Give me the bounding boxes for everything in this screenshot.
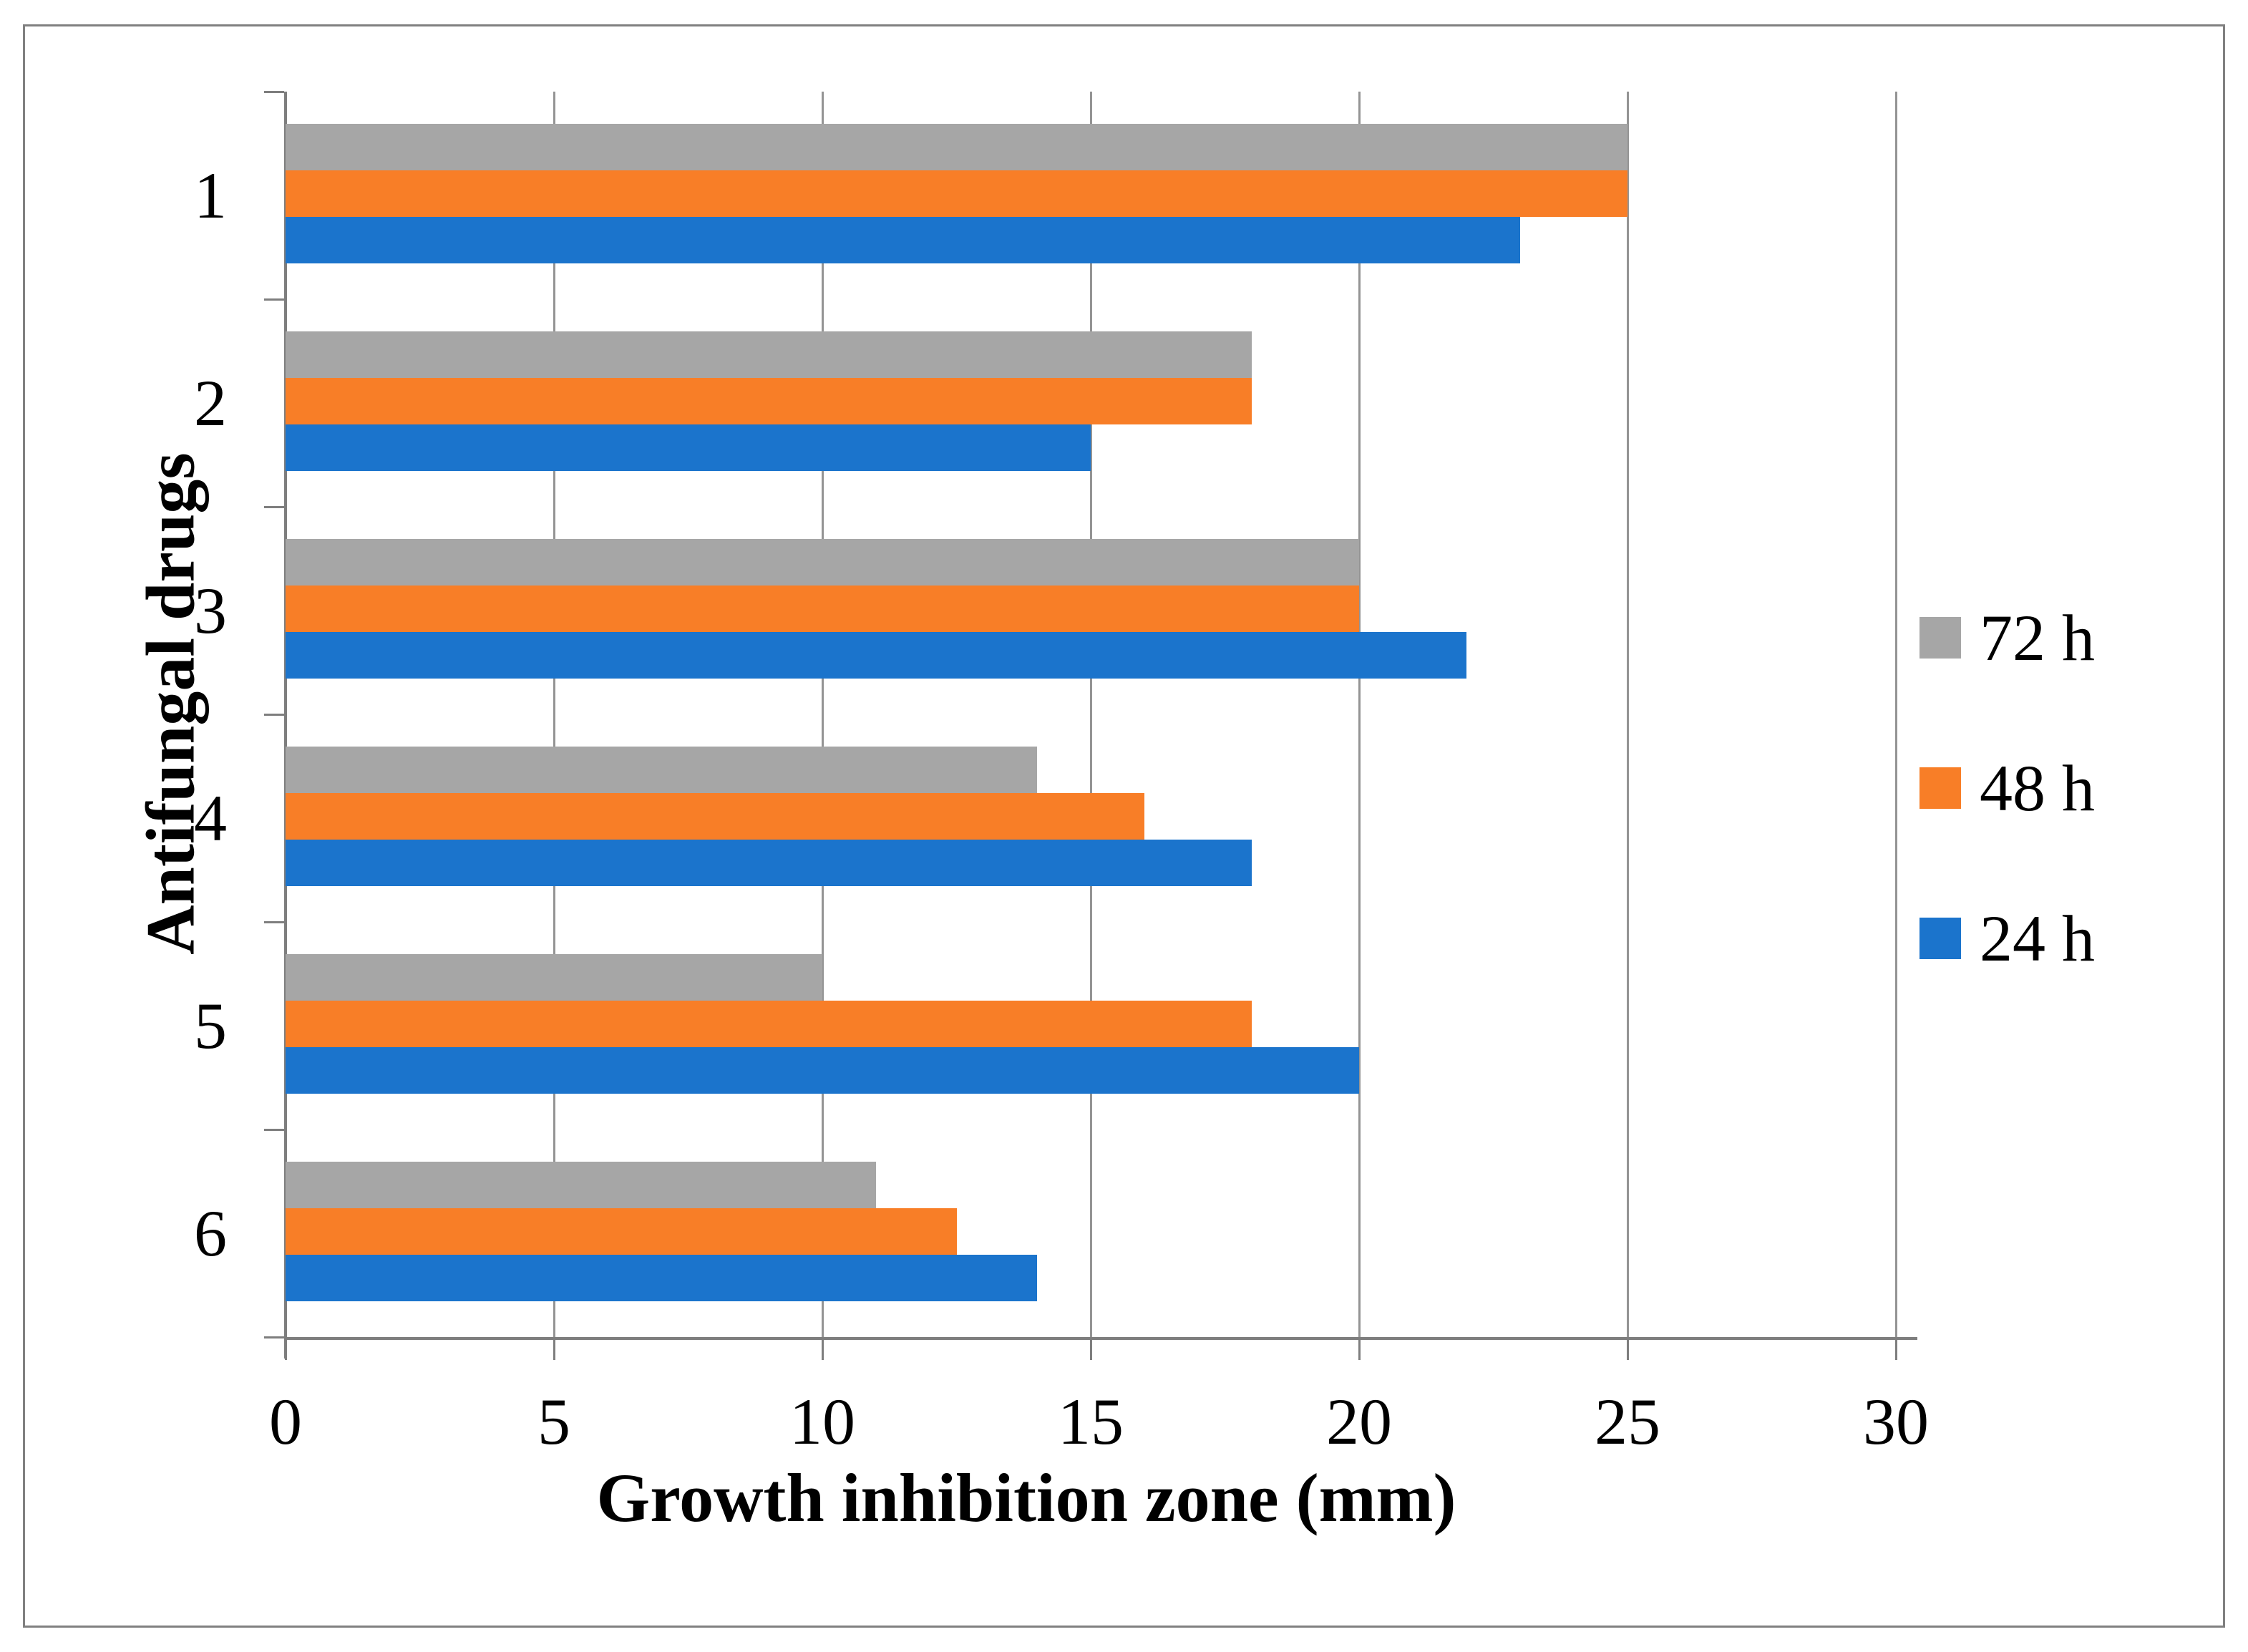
- x-axis-line: [284, 1337, 1917, 1340]
- bar-48h-drug6: [286, 1208, 957, 1255]
- legend-label-48h: 48 h: [1980, 752, 2095, 825]
- y-axis-tick-5: [264, 1129, 284, 1131]
- category-label-2: 2: [194, 366, 227, 439]
- x-axis-tick-0: [285, 1340, 287, 1360]
- x-axis-tick-30: [1895, 1340, 1897, 1360]
- x-tick-label-20: 20: [1326, 1385, 1392, 1458]
- legend-swatch-48h: [1919, 767, 1961, 809]
- gridline-15: [1090, 92, 1092, 1337]
- bar-48h-drug3: [286, 586, 1359, 632]
- legend-swatch-24h: [1919, 918, 1961, 959]
- bar-48h-drug4: [286, 793, 1144, 840]
- x-tick-label-25: 25: [1595, 1385, 1660, 1458]
- category-label-3: 3: [194, 574, 227, 647]
- y-axis-tick-3: [264, 714, 284, 716]
- bar-72h-drug1: [286, 124, 1627, 170]
- bar-24h-drug1: [286, 217, 1520, 263]
- legend: 72 h 48 h 24 h: [1919, 605, 2095, 1068]
- x-axis-tick-10: [822, 1340, 824, 1360]
- x-tick-label-30: 30: [1863, 1385, 1929, 1458]
- bar-24h-drug5: [286, 1047, 1359, 1094]
- gridline-20: [1358, 92, 1361, 1337]
- y-axis-tick-2: [264, 506, 284, 508]
- bar-72h-drug2: [286, 331, 1252, 378]
- plot-area: 1 2 3 4 5 6 0 5 10 15 20 25 30 Growth inhibition zo…: [194, 91, 1929, 1535]
- x-tick-label-5: 5: [537, 1385, 570, 1458]
- bar-48h-drug2: [286, 378, 1252, 424]
- legend-item-48h: 48 h: [1919, 755, 2095, 821]
- legend-item-72h: 72 h: [1919, 605, 2095, 671]
- gridline-30: [1895, 92, 1897, 1337]
- category-label-6: 6: [194, 1197, 227, 1270]
- x-tick-label-15: 15: [1058, 1385, 1124, 1458]
- category-label-4: 4: [194, 782, 227, 855]
- bar-72h-drug3: [286, 539, 1359, 586]
- bar-48h-drug1: [286, 170, 1627, 217]
- gridline-25: [1627, 92, 1629, 1337]
- y-axis-line: [284, 92, 287, 1359]
- y-axis-tick-1: [264, 298, 284, 301]
- y-axis-tick-6: [264, 1336, 284, 1338]
- category-label-1: 1: [194, 159, 227, 232]
- bar-48h-drug5: [286, 1001, 1252, 1047]
- bar-24h-drug6: [286, 1255, 1037, 1301]
- x-axis-tick-15: [1090, 1340, 1092, 1360]
- x-axis-title: Growth inhibition zone (mm): [596, 1459, 1456, 1536]
- y-axis-tick-0: [264, 91, 284, 93]
- y-axis-tick-4: [264, 921, 284, 923]
- bar-72h-drug6: [286, 1162, 876, 1208]
- legend-label-24h: 24 h: [1980, 902, 2095, 975]
- y-axis-title: Antifungal drugs: [132, 452, 209, 955]
- legend-label-72h: 72 h: [1980, 601, 2095, 674]
- bar-24h-drug3: [286, 632, 1466, 679]
- x-tick-label-10: 10: [789, 1385, 855, 1458]
- bar-24h-drug2: [286, 424, 1091, 471]
- legend-swatch-72h: [1919, 617, 1961, 659]
- bar-24h-drug4: [286, 840, 1252, 886]
- x-axis-tick-5: [553, 1340, 555, 1360]
- gridline-5: [553, 92, 555, 1337]
- gridline-10: [822, 92, 824, 1337]
- legend-item-24h: 24 h: [1919, 905, 2095, 971]
- bar-72h-drug5: [286, 954, 822, 1001]
- x-axis-tick-20: [1358, 1340, 1361, 1360]
- bar-72h-drug4: [286, 747, 1037, 793]
- x-axis-tick-25: [1627, 1340, 1629, 1360]
- x-tick-label-0: 0: [269, 1385, 302, 1458]
- category-label-5: 5: [194, 989, 227, 1062]
